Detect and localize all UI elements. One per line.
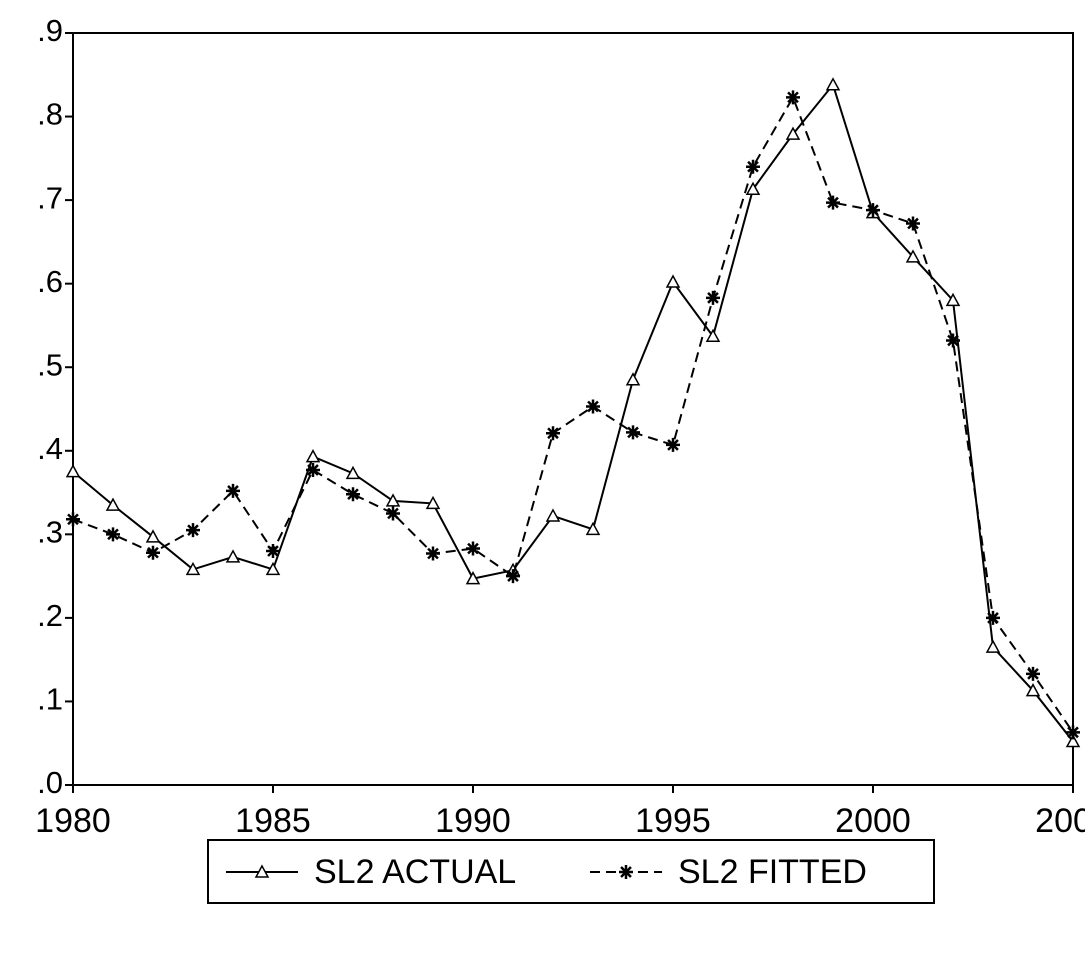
triangle-marker — [785, 126, 801, 140]
y-tick-label: .2 — [37, 598, 63, 633]
x-tick-label: 2000 — [835, 802, 911, 840]
legend-marker — [619, 865, 633, 879]
star-marker — [266, 544, 280, 559]
legend-label: SL2 ACTUAL — [314, 853, 516, 891]
star-marker — [426, 546, 440, 561]
star-marker — [386, 506, 400, 521]
star-marker — [1066, 725, 1080, 740]
star-marker — [906, 216, 920, 231]
triangle-marker — [345, 465, 361, 480]
plot-frame — [72, 32, 1074, 786]
series-line — [72, 82, 1074, 743]
y-tick-label: .3 — [37, 515, 63, 550]
star-marker — [66, 512, 80, 527]
series-line — [72, 95, 1074, 733]
triangle-marker — [105, 497, 121, 511]
triangle-marker — [465, 571, 481, 585]
star-marker — [226, 483, 240, 498]
star-marker — [306, 462, 320, 477]
triangle-marker — [945, 292, 961, 307]
star-marker — [786, 90, 800, 105]
y-tick-label: .9 — [37, 13, 63, 48]
star-marker — [666, 437, 680, 452]
y-tick-label: .6 — [37, 264, 63, 299]
star-marker — [466, 541, 480, 556]
triangle-marker — [265, 561, 281, 576]
triangle-marker — [825, 77, 841, 91]
triangle-marker — [705, 328, 721, 343]
triangle-marker — [585, 521, 601, 536]
star-marker — [106, 527, 120, 542]
x-tick-label: 2005 — [1035, 802, 1085, 840]
star-marker — [1026, 666, 1040, 681]
triangle-marker — [225, 549, 241, 563]
star-marker — [626, 425, 640, 440]
y-tick-label: .4 — [37, 431, 63, 466]
legend-marker — [254, 864, 270, 878]
star-marker — [866, 203, 880, 218]
triangle-marker — [185, 561, 201, 576]
triangle-marker — [425, 495, 441, 510]
star-marker — [826, 195, 840, 210]
star-marker — [346, 487, 360, 502]
legend-label: SL2 FITTED — [678, 853, 867, 891]
triangle-marker — [625, 372, 641, 386]
star-marker — [586, 399, 600, 414]
y-tick-label: .7 — [37, 180, 63, 215]
triangle-marker — [905, 249, 921, 263]
star-marker — [146, 545, 160, 560]
star-marker — [546, 426, 560, 441]
legend-box — [207, 839, 935, 904]
triangle-marker — [665, 274, 681, 288]
y-tick-label: .0 — [37, 765, 63, 800]
x-tick-label: 1990 — [435, 802, 511, 840]
star-marker — [986, 610, 1000, 625]
triangle-marker — [985, 639, 1001, 653]
star-marker — [186, 523, 200, 538]
y-tick-label: .5 — [37, 347, 63, 382]
triangle-marker — [145, 529, 161, 543]
triangle-marker — [1065, 733, 1081, 748]
x-tick-label: 1980 — [35, 802, 111, 840]
star-marker — [946, 333, 960, 348]
triangle-marker — [1025, 683, 1041, 697]
star-marker — [746, 159, 760, 174]
x-tick-label: 1995 — [635, 802, 711, 840]
star-marker — [706, 290, 720, 305]
triangle-marker — [545, 508, 561, 522]
triangle-marker — [745, 181, 761, 195]
triangle-marker — [65, 464, 81, 478]
y-tick-label: .1 — [37, 682, 63, 717]
y-tick-label: .8 — [37, 97, 63, 132]
star-marker — [506, 569, 520, 584]
triangle-marker — [385, 493, 401, 507]
triangle-marker — [305, 449, 321, 463]
x-tick-label: 1985 — [235, 802, 311, 840]
